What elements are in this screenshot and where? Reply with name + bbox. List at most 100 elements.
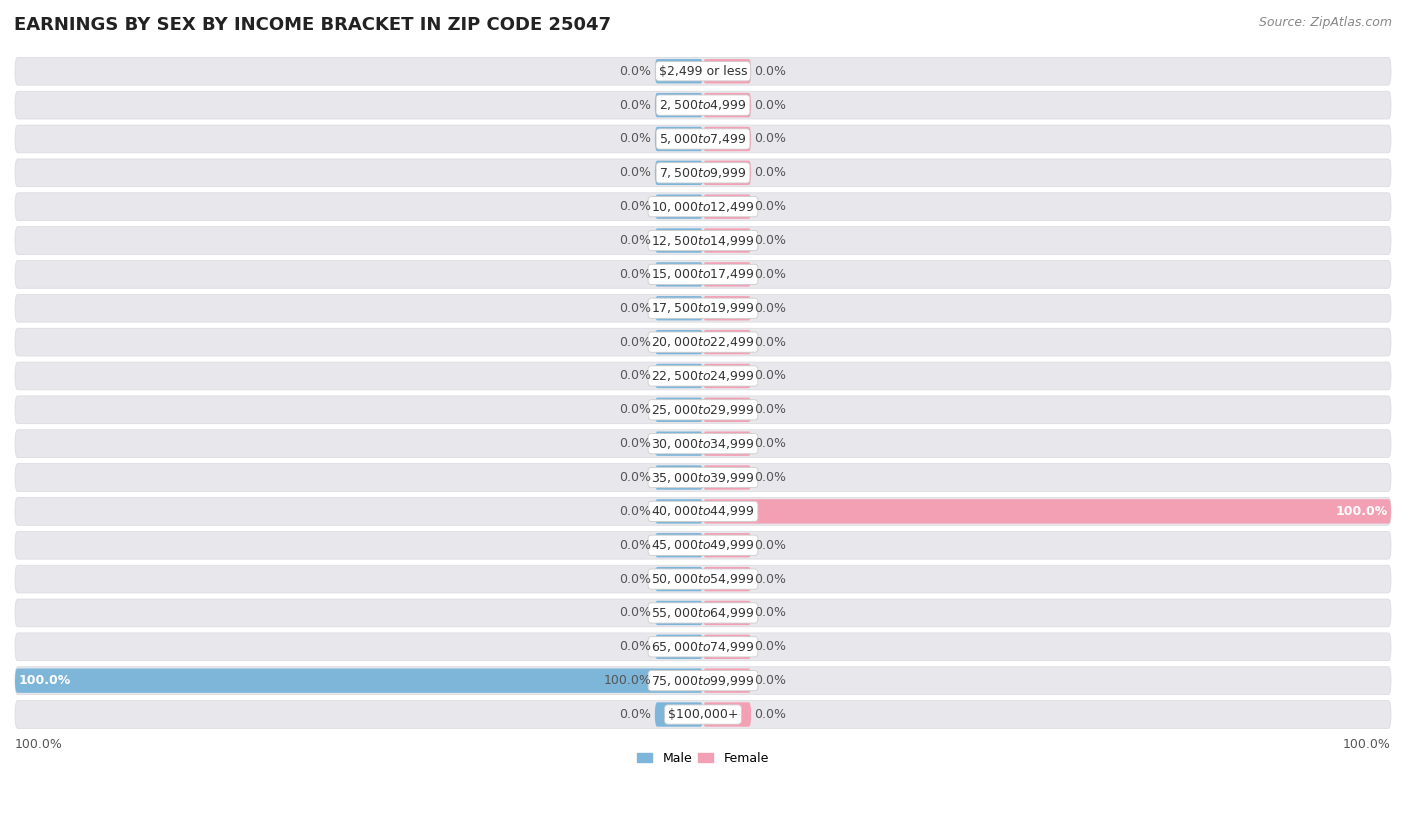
FancyBboxPatch shape — [655, 499, 703, 523]
FancyBboxPatch shape — [655, 330, 703, 354]
FancyBboxPatch shape — [703, 330, 751, 354]
Text: $20,000 to $22,499: $20,000 to $22,499 — [651, 335, 755, 349]
Text: $5,000 to $7,499: $5,000 to $7,499 — [659, 132, 747, 146]
FancyBboxPatch shape — [15, 430, 1391, 457]
Text: $100,000+: $100,000+ — [668, 708, 738, 721]
FancyBboxPatch shape — [703, 668, 751, 693]
Text: 0.0%: 0.0% — [755, 133, 786, 146]
FancyBboxPatch shape — [655, 229, 703, 252]
FancyBboxPatch shape — [15, 396, 1391, 424]
FancyBboxPatch shape — [15, 260, 1391, 288]
Text: 0.0%: 0.0% — [755, 335, 786, 348]
FancyBboxPatch shape — [15, 701, 1391, 729]
Text: 0.0%: 0.0% — [620, 572, 651, 585]
Text: 100.0%: 100.0% — [603, 674, 651, 687]
Text: 100.0%: 100.0% — [15, 738, 63, 751]
FancyBboxPatch shape — [703, 229, 751, 252]
FancyBboxPatch shape — [655, 195, 703, 219]
Text: 0.0%: 0.0% — [755, 200, 786, 213]
Text: $35,000 to $39,999: $35,000 to $39,999 — [651, 470, 755, 484]
FancyBboxPatch shape — [15, 295, 1391, 322]
Text: 0.0%: 0.0% — [620, 437, 651, 450]
Text: 0.0%: 0.0% — [620, 403, 651, 416]
Text: 100.0%: 100.0% — [1343, 738, 1391, 751]
FancyBboxPatch shape — [703, 567, 751, 591]
Text: 0.0%: 0.0% — [620, 98, 651, 112]
Text: 0.0%: 0.0% — [755, 674, 786, 687]
FancyBboxPatch shape — [15, 532, 1391, 559]
FancyBboxPatch shape — [15, 667, 1391, 694]
FancyBboxPatch shape — [655, 93, 703, 117]
FancyBboxPatch shape — [655, 533, 703, 558]
Text: $22,500 to $24,999: $22,500 to $24,999 — [651, 369, 755, 383]
FancyBboxPatch shape — [655, 59, 703, 84]
FancyBboxPatch shape — [15, 91, 1391, 119]
Text: 0.0%: 0.0% — [755, 403, 786, 416]
Text: $15,000 to $17,499: $15,000 to $17,499 — [651, 267, 755, 282]
FancyBboxPatch shape — [703, 262, 751, 287]
Text: 0.0%: 0.0% — [755, 606, 786, 619]
Text: 0.0%: 0.0% — [620, 708, 651, 721]
FancyBboxPatch shape — [703, 59, 751, 84]
Text: 0.0%: 0.0% — [755, 65, 786, 78]
FancyBboxPatch shape — [703, 499, 1391, 523]
FancyBboxPatch shape — [703, 431, 751, 456]
Text: 0.0%: 0.0% — [755, 539, 786, 552]
FancyBboxPatch shape — [655, 397, 703, 422]
Text: 0.0%: 0.0% — [620, 302, 651, 315]
Text: 100.0%: 100.0% — [1336, 505, 1388, 518]
FancyBboxPatch shape — [703, 93, 751, 117]
Text: 0.0%: 0.0% — [755, 471, 786, 484]
FancyBboxPatch shape — [15, 464, 1391, 492]
FancyBboxPatch shape — [655, 127, 703, 151]
Text: 0.0%: 0.0% — [755, 572, 786, 585]
FancyBboxPatch shape — [15, 328, 1391, 356]
FancyBboxPatch shape — [655, 702, 703, 727]
Text: 0.0%: 0.0% — [620, 166, 651, 179]
Text: $25,000 to $29,999: $25,000 to $29,999 — [651, 403, 755, 417]
FancyBboxPatch shape — [655, 262, 703, 287]
FancyBboxPatch shape — [655, 296, 703, 321]
Text: $55,000 to $64,999: $55,000 to $64,999 — [651, 606, 755, 620]
FancyBboxPatch shape — [703, 195, 751, 219]
Text: 0.0%: 0.0% — [620, 335, 651, 348]
Text: $17,500 to $19,999: $17,500 to $19,999 — [651, 301, 755, 315]
Text: 0.0%: 0.0% — [620, 200, 651, 213]
Text: 0.0%: 0.0% — [620, 370, 651, 383]
FancyBboxPatch shape — [15, 599, 1391, 627]
Text: 0.0%: 0.0% — [755, 234, 786, 247]
Text: $45,000 to $49,999: $45,000 to $49,999 — [651, 538, 755, 552]
Text: $50,000 to $54,999: $50,000 to $54,999 — [651, 572, 755, 586]
Text: 0.0%: 0.0% — [755, 370, 786, 383]
Text: $2,500 to $4,999: $2,500 to $4,999 — [659, 98, 747, 112]
FancyBboxPatch shape — [703, 160, 751, 185]
Text: $65,000 to $74,999: $65,000 to $74,999 — [651, 640, 755, 654]
FancyBboxPatch shape — [703, 702, 751, 727]
FancyBboxPatch shape — [703, 635, 751, 659]
Text: 0.0%: 0.0% — [620, 641, 651, 654]
FancyBboxPatch shape — [655, 601, 703, 625]
FancyBboxPatch shape — [15, 226, 1391, 255]
Text: $7,500 to $9,999: $7,500 to $9,999 — [659, 166, 747, 180]
Legend: Male, Female: Male, Female — [633, 747, 773, 770]
FancyBboxPatch shape — [655, 160, 703, 185]
FancyBboxPatch shape — [15, 57, 1391, 85]
Text: $2,499 or less: $2,499 or less — [659, 65, 747, 78]
FancyBboxPatch shape — [655, 466, 703, 490]
Text: 0.0%: 0.0% — [755, 268, 786, 281]
FancyBboxPatch shape — [703, 466, 751, 490]
Text: $10,000 to $12,499: $10,000 to $12,499 — [651, 199, 755, 214]
FancyBboxPatch shape — [703, 397, 751, 422]
Text: $75,000 to $99,999: $75,000 to $99,999 — [651, 674, 755, 688]
Text: 0.0%: 0.0% — [620, 268, 651, 281]
FancyBboxPatch shape — [703, 127, 751, 151]
Text: EARNINGS BY SEX BY INCOME BRACKET IN ZIP CODE 25047: EARNINGS BY SEX BY INCOME BRACKET IN ZIP… — [14, 16, 612, 34]
FancyBboxPatch shape — [703, 533, 751, 558]
Text: 0.0%: 0.0% — [620, 133, 651, 146]
FancyBboxPatch shape — [15, 497, 1391, 525]
FancyBboxPatch shape — [703, 601, 751, 625]
Text: 0.0%: 0.0% — [620, 234, 651, 247]
FancyBboxPatch shape — [15, 193, 1391, 221]
FancyBboxPatch shape — [655, 364, 703, 388]
FancyBboxPatch shape — [703, 364, 751, 388]
